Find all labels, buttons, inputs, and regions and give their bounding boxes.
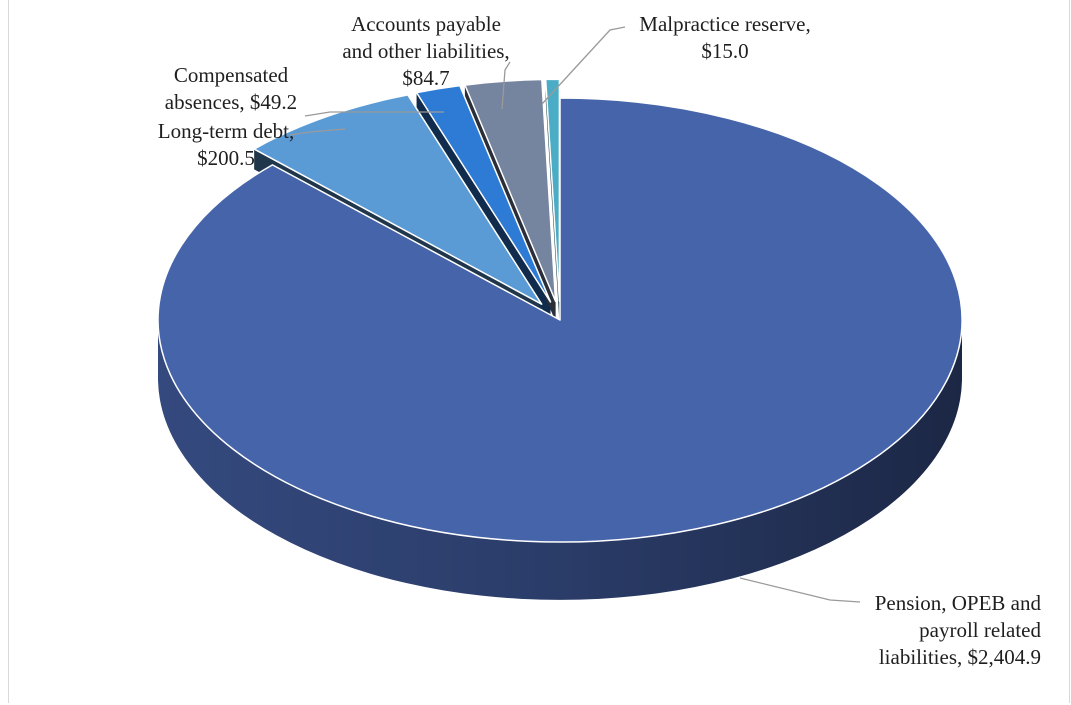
leader-line-compensated-absences: [304, 111, 444, 117]
label-line: absences, $49.2: [165, 90, 297, 114]
label-line: payroll related: [919, 618, 1041, 642]
slice-long-term-debt: [253, 94, 543, 305]
label-line: and other liabilities,: [342, 39, 509, 63]
label-line: Long-term debt,: [158, 119, 294, 143]
label-pension-opeb-and-payroll-related-liabilities: Pension, OPEB and payroll related liabilit…: [875, 591, 1042, 669]
slice-labels: Pension, OPEB and payroll related liabilit…: [158, 12, 1042, 669]
label-line: Accounts payable: [351, 12, 501, 36]
slice-side-pension-opeb-and-payroll-related-liabilities: [158, 320, 962, 600]
label-accounts-payable-and-other-liabilities: Accounts payable and other liabilities, $8…: [342, 12, 509, 90]
label-line: liabilities, $2,404.9: [879, 645, 1041, 669]
label-line: Malpractice reserve,: [639, 12, 810, 36]
leader-line-pension-opeb-and-payroll-related-liabilities: [739, 577, 861, 603]
label-malpractice-reserve: Malpractice reserve, $15.0: [639, 12, 810, 63]
label-compensated-absences: Compensated absences, $49.2: [165, 63, 297, 114]
label-long-term-debt: Long-term debt, $200.5: [158, 119, 294, 170]
label-line: $15.0: [701, 39, 748, 63]
pie-top-faces: [157, 78, 963, 543]
label-line: Compensated: [174, 63, 289, 87]
slice-compensated-absences: [415, 84, 552, 303]
slice-accounts-payable-and-other-liabilities: [464, 78, 557, 303]
chart-frame: [8, 0, 1070, 703]
label-line: $84.7: [402, 66, 449, 90]
leader-line-long-term-debt: [289, 128, 346, 136]
slice-pension-opeb-and-payroll-related-liabilities: [157, 97, 963, 543]
leader-line-accounts-payable-and-other-liabilities: [501, 61, 511, 110]
leader-line-malpractice-reserve: [541, 26, 626, 105]
label-line: $200.5: [197, 146, 255, 170]
leader-lines: [289, 26, 861, 603]
label-line: Pension, OPEB and: [875, 591, 1042, 615]
slice-malpractice-reserve: [544, 78, 561, 302]
